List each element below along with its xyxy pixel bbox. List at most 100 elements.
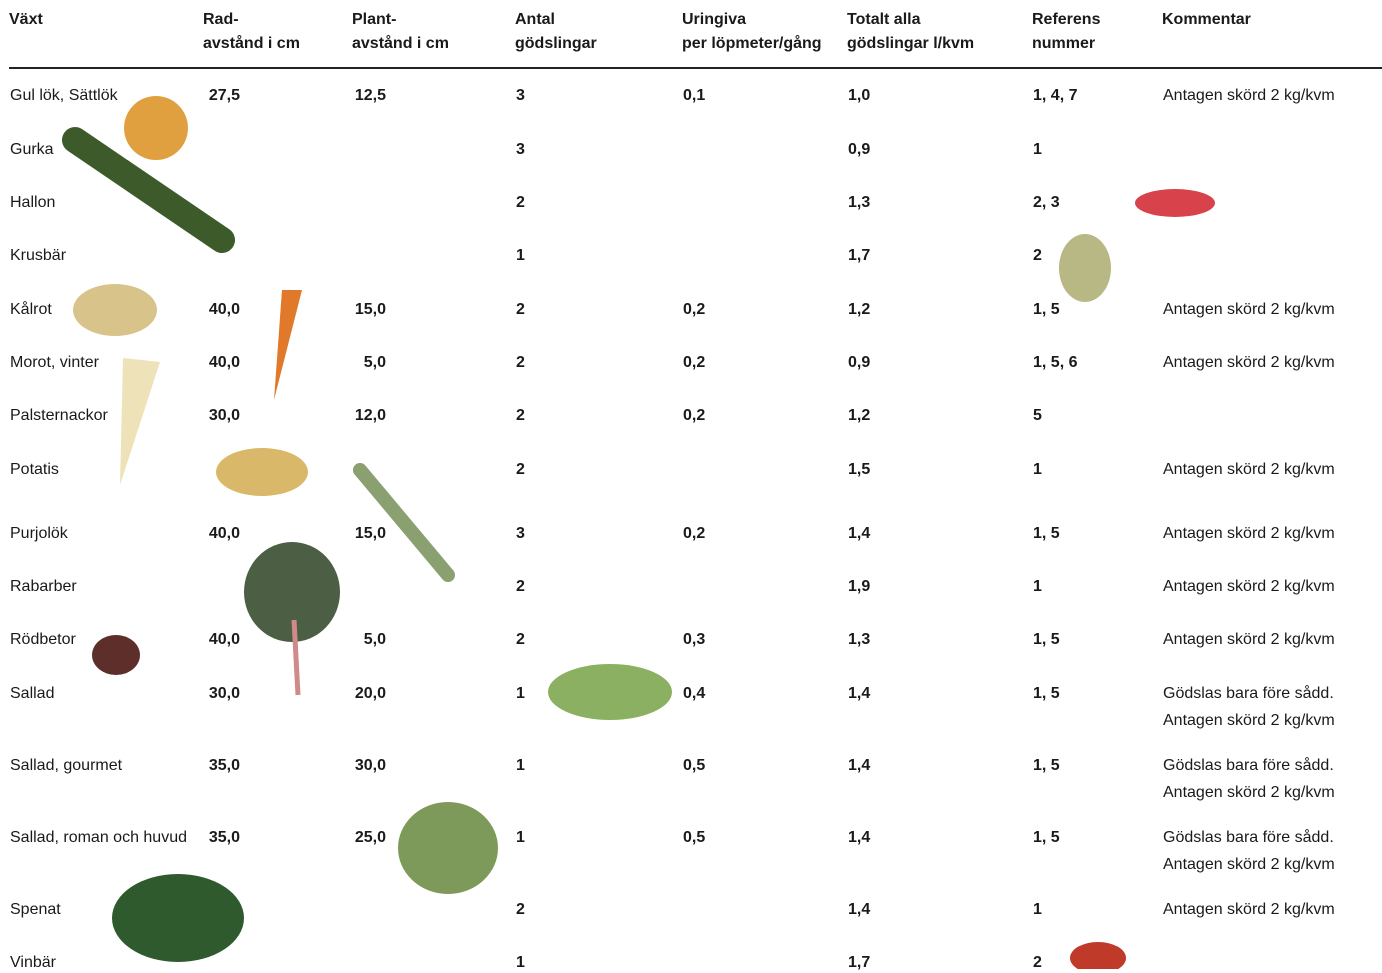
plant-name: Rödbetor	[10, 631, 76, 648]
column-header: avstånd i cm	[203, 35, 300, 52]
header-rule	[9, 67, 1382, 69]
cell-value: 2	[516, 631, 525, 648]
cell-value: 0,5	[683, 829, 706, 846]
cell-value: 1	[516, 685, 525, 702]
cell-value: 1,3	[848, 631, 871, 648]
plant-name: Sallad, roman och huvud	[10, 829, 187, 846]
comment: Antagen skörd 2 kg/kvm	[1163, 712, 1335, 729]
cell-value: 15,0	[354, 525, 386, 542]
column-header: per löpmeter/gång	[682, 35, 822, 52]
cell-value: 0,1	[683, 87, 706, 104]
cell-value: 2	[516, 194, 525, 211]
plant-name: Gurka	[10, 141, 54, 158]
plant-name: Purjolök	[10, 525, 68, 542]
cell-value: 40,0	[208, 354, 240, 371]
cell-value: 1,4	[848, 901, 871, 918]
gooseberries	[1059, 234, 1111, 302]
cell-value: 12,5	[354, 87, 386, 104]
cell-value: 2	[516, 901, 525, 918]
column-header: gödslingar l/kvm	[847, 35, 975, 52]
cell-value: 1, 5	[1033, 525, 1060, 542]
rhubarb-stem	[291, 619, 301, 696]
cell-value: 3	[516, 87, 525, 104]
comment: Gödslas bara före sådd.	[1163, 829, 1334, 846]
plant-name: Vinbär	[10, 954, 56, 971]
cell-value: 0,9	[848, 141, 871, 158]
cell-value: 2	[1033, 247, 1042, 264]
comment: Antagen skörd 2 kg/kvm	[1163, 631, 1335, 648]
carrot	[274, 290, 302, 400]
cell-value: 2	[1033, 954, 1042, 971]
cell-value: 3	[516, 141, 525, 158]
column-header: Rad-	[203, 11, 239, 28]
onion	[124, 96, 188, 160]
comment: Antagen skörd 2 kg/kvm	[1163, 784, 1335, 801]
comment: Antagen skörd 2 kg/kvm	[1163, 578, 1335, 595]
cell-value: 40,0	[208, 301, 240, 318]
comment: Gödslas bara före sådd.	[1163, 685, 1334, 702]
beets	[92, 635, 140, 675]
cell-value: 1	[1033, 901, 1042, 918]
lettuce	[548, 664, 672, 720]
column-header: Referens	[1032, 11, 1101, 28]
plant-name: Sallad	[10, 685, 55, 702]
cell-value: 0,2	[683, 525, 706, 542]
cell-value: 1,5	[848, 461, 871, 478]
cell-value: 1	[516, 757, 525, 774]
comment: Gödslas bara före sådd.	[1163, 757, 1334, 774]
cell-value: 0,5	[683, 757, 706, 774]
cell-value: 1, 4, 7	[1033, 87, 1078, 104]
comment: Antagen skörd 2 kg/kvm	[1163, 901, 1335, 918]
cell-value: 1,4	[848, 757, 871, 774]
cell-value: 25,0	[354, 829, 386, 846]
cell-value: 1,2	[848, 407, 871, 424]
cell-value: 0,2	[683, 354, 706, 371]
leek	[353, 463, 455, 582]
cell-value: 2	[516, 354, 525, 371]
cell-value: 5,0	[363, 354, 386, 371]
column-header: Kommentar	[1162, 11, 1251, 28]
cell-value: 2	[516, 461, 525, 478]
column-header: avstånd i cm	[352, 35, 449, 52]
head-lettuce	[398, 802, 498, 894]
column-header: Växt	[9, 11, 43, 28]
cell-value: 1,3	[848, 194, 871, 211]
raspberries	[1135, 189, 1215, 217]
comment: Antagen skörd 2 kg/kvm	[1163, 856, 1335, 873]
rhubarb-leaf	[244, 542, 340, 642]
comment: Antagen skörd 2 kg/kvm	[1163, 87, 1335, 104]
cell-value: 2	[516, 578, 525, 595]
plant-name: Rabarber	[10, 578, 77, 595]
currants	[1070, 942, 1126, 969]
plant-name: Spenat	[10, 901, 61, 918]
plant-name: Palsternackor	[10, 407, 108, 424]
cell-value: 1,4	[848, 685, 871, 702]
cell-value: 1,4	[848, 829, 871, 846]
cell-value: 1, 5, 6	[1033, 354, 1078, 371]
cell-value: 30,0	[208, 685, 240, 702]
spinach	[112, 874, 244, 962]
cell-value: 1,2	[848, 301, 871, 318]
cell-value: 1, 5	[1033, 631, 1060, 648]
cell-value: 1,7	[848, 247, 871, 264]
cell-value: 30,0	[208, 407, 240, 424]
cell-value: 0,3	[683, 631, 706, 648]
cell-value: 1, 5	[1033, 301, 1060, 318]
plant-name: Potatis	[10, 461, 59, 478]
cell-value: 15,0	[354, 301, 386, 318]
cell-value: 35,0	[208, 829, 240, 846]
cell-value: 30,0	[354, 757, 386, 774]
plant-name: Krusbär	[10, 247, 67, 264]
comment: Antagen skörd 2 kg/kvm	[1163, 354, 1335, 371]
cell-value: 2	[516, 301, 525, 318]
cell-value: 1, 5	[1033, 757, 1060, 774]
cell-value: 1, 5	[1033, 685, 1060, 702]
column-header: Totalt alla	[847, 11, 921, 28]
plant-name: Kålrot	[10, 301, 52, 318]
cell-value: 2	[516, 407, 525, 424]
cell-value: 1	[1033, 141, 1042, 158]
plant-name: Hallon	[10, 194, 56, 211]
column-header: gödslingar	[515, 35, 597, 52]
column-header: nummer	[1032, 35, 1096, 52]
